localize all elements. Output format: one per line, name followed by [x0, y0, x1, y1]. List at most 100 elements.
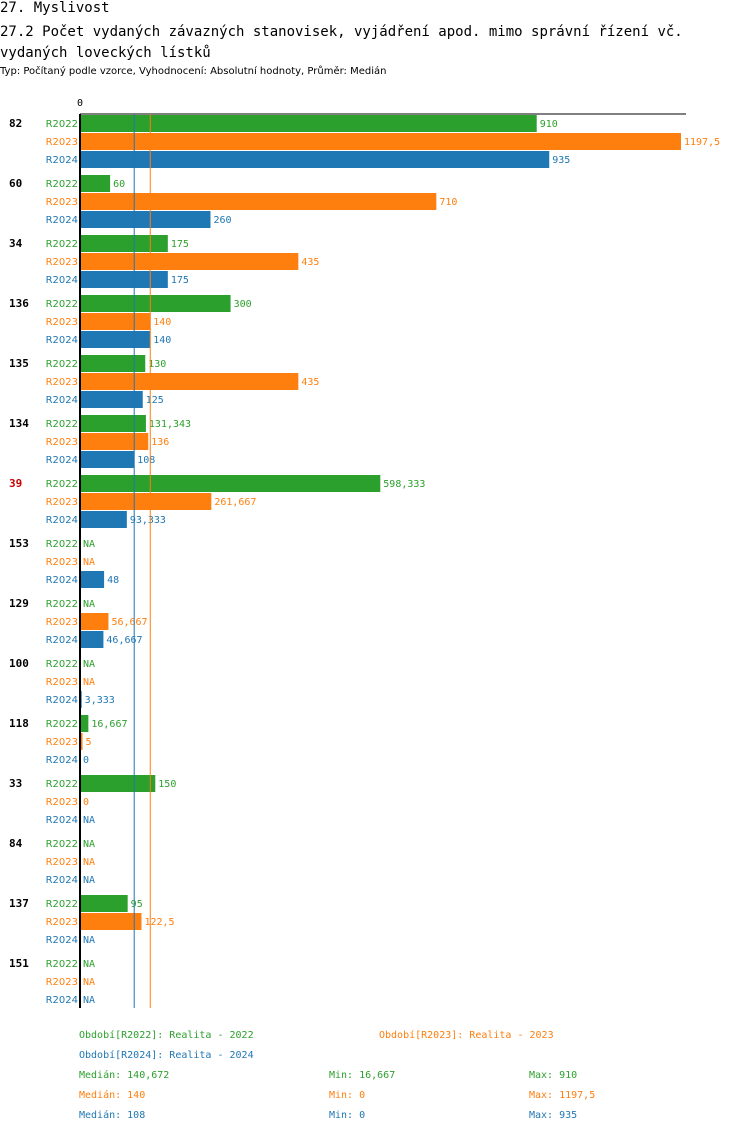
bar-r2024: [80, 271, 168, 288]
series-tick-label: R2023: [46, 677, 78, 688]
bar-r2023: [80, 133, 681, 150]
bar-r2023: [80, 253, 299, 270]
series-tick-label: R2024: [46, 995, 78, 1006]
data-label: NA: [83, 959, 95, 970]
group-label: 136: [9, 297, 29, 310]
series-tick-label: R2023: [46, 137, 78, 148]
data-label: 131,343: [149, 419, 191, 430]
series-tick-label: R2022: [46, 899, 78, 910]
bar-r2022: [80, 115, 537, 132]
data-label: NA: [83, 815, 95, 826]
stat-r2024-max: Max: 935: [529, 1110, 578, 1121]
group-label: 100: [9, 657, 29, 670]
bar-r2023: [80, 373, 299, 390]
series-tick-label: R2023: [46, 437, 78, 448]
series-tick-label: R2023: [46, 797, 78, 808]
data-label: NA: [83, 875, 95, 886]
data-label: 125: [146, 395, 164, 406]
bar-r2023: [80, 433, 149, 450]
bar-r2023: [80, 493, 212, 510]
data-label: 60: [113, 179, 125, 190]
data-label: 140: [153, 335, 171, 346]
series-tick-label: R2022: [46, 419, 78, 430]
series-tick-label: R2023: [46, 557, 78, 568]
stat-r2022-min: Min: 16,667: [329, 1070, 396, 1081]
series-tick-label: R2024: [46, 815, 78, 826]
group-label: 134: [9, 417, 29, 430]
legend-r2022: Období[R2022]: Realita - 2022: [79, 1030, 254, 1041]
series-tick-label: R2022: [46, 299, 78, 310]
group-label: 135: [9, 357, 29, 370]
page-title: 27. Myslivost: [0, 0, 110, 16]
chart-info: Typ: Počítaný podle vzorce, Vyhodnocení:…: [0, 66, 387, 77]
series-tick-label: R2023: [46, 617, 78, 628]
bar-r2022: [80, 475, 381, 492]
bar-r2022: [80, 355, 146, 372]
bar-r2024: [80, 571, 105, 588]
series-tick-label: R2023: [46, 257, 78, 268]
bar-r2024: [80, 511, 127, 528]
chart-subtitle: 27.2 Počet vydaných závazných stanovisek…: [0, 24, 683, 61]
bar-r2023: [80, 193, 437, 210]
group-label: 34: [9, 237, 23, 250]
bar-r2024: [80, 331, 151, 348]
stat-r2023-median: Medián: 140: [79, 1090, 146, 1101]
bar-r2022: [80, 295, 231, 312]
group-label: 118: [9, 717, 29, 730]
series-tick-label: R2022: [46, 659, 78, 670]
series-tick-label: R2024: [46, 275, 78, 286]
series-tick-label: R2023: [46, 197, 78, 208]
series-tick-label: R2024: [46, 755, 78, 766]
bar-r2024: [80, 631, 104, 648]
bar-r2022: [80, 175, 111, 192]
series-tick-label: R2023: [46, 317, 78, 328]
series-tick-label: R2024: [46, 155, 78, 166]
bar-r2022: [80, 895, 128, 912]
bar-r2023: [80, 913, 142, 930]
bar-r2023: [80, 733, 83, 750]
group-label: 82: [9, 117, 22, 130]
data-label: 108: [137, 455, 155, 466]
series-tick-label: R2022: [46, 779, 78, 790]
series-tick-label: R2024: [46, 215, 78, 226]
group-label: 153: [9, 537, 29, 550]
data-label: NA: [83, 977, 95, 988]
group-label: 84: [9, 837, 23, 850]
series-tick-label: R2023: [46, 377, 78, 388]
data-label: NA: [83, 839, 95, 850]
stat-r2022-median: Medián: 140,672: [79, 1070, 170, 1081]
data-label: 300: [234, 299, 252, 310]
data-label: 93,333: [130, 515, 166, 526]
series-tick-label: R2022: [46, 839, 78, 850]
series-tick-label: R2022: [46, 539, 78, 550]
bar-r2024: [80, 211, 211, 228]
stat-r2024-median: Medián: 108: [79, 1110, 146, 1121]
stat-r2022-max: Max: 910: [529, 1070, 578, 1081]
data-label: 935: [552, 155, 570, 166]
series-tick-label: R2024: [46, 455, 78, 466]
data-label: 56,667: [111, 617, 147, 628]
x-tick-label: 0: [77, 98, 83, 109]
series-tick-label: R2023: [46, 497, 78, 508]
group-label: 39: [9, 477, 22, 490]
bar-r2022: [80, 715, 89, 732]
data-label: 16,667: [91, 719, 127, 730]
data-label: 48: [107, 575, 119, 586]
data-label: NA: [83, 995, 95, 1006]
data-label: NA: [83, 677, 95, 688]
series-tick-label: R2023: [46, 737, 78, 748]
series-tick-label: R2022: [46, 239, 78, 250]
data-label: 5: [86, 737, 92, 748]
series-tick-label: R2023: [46, 917, 78, 928]
group-label: 137: [9, 897, 29, 910]
data-label: NA: [83, 539, 95, 550]
bar-r2022: [80, 415, 146, 432]
data-label: NA: [83, 557, 95, 568]
group-label: 33: [9, 777, 22, 790]
data-label: 598,333: [383, 479, 425, 490]
stat-r2023-max: Max: 1197,5: [529, 1090, 596, 1101]
data-label: 710: [439, 197, 457, 208]
series-tick-label: R2024: [46, 695, 78, 706]
data-label: 260: [213, 215, 231, 226]
